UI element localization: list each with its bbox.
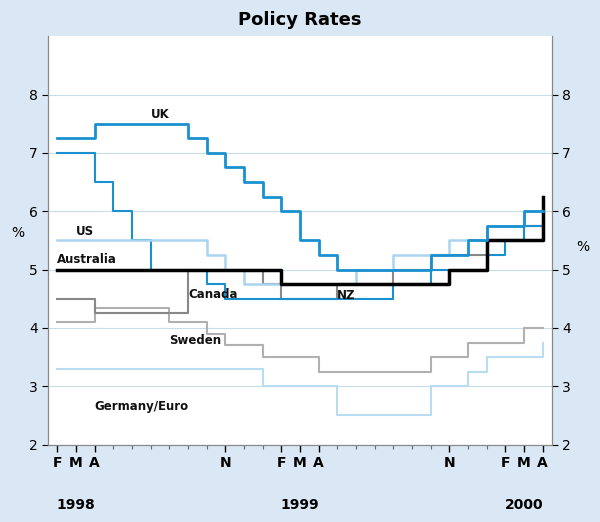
Text: Canada: Canada	[188, 288, 238, 301]
Text: 2000: 2000	[505, 498, 543, 512]
Text: US: US	[76, 225, 94, 238]
Y-axis label: %: %	[576, 241, 589, 254]
Text: NZ: NZ	[337, 289, 356, 302]
Text: 1998: 1998	[56, 498, 95, 512]
Text: Germany/Euro: Germany/Euro	[95, 400, 189, 413]
Title: Policy Rates: Policy Rates	[238, 11, 362, 29]
Text: Australia: Australia	[58, 253, 117, 266]
Text: UK: UK	[151, 109, 169, 122]
Y-axis label: %: %	[11, 227, 24, 241]
Text: 1999: 1999	[281, 498, 319, 512]
Text: Sweden: Sweden	[169, 334, 221, 347]
